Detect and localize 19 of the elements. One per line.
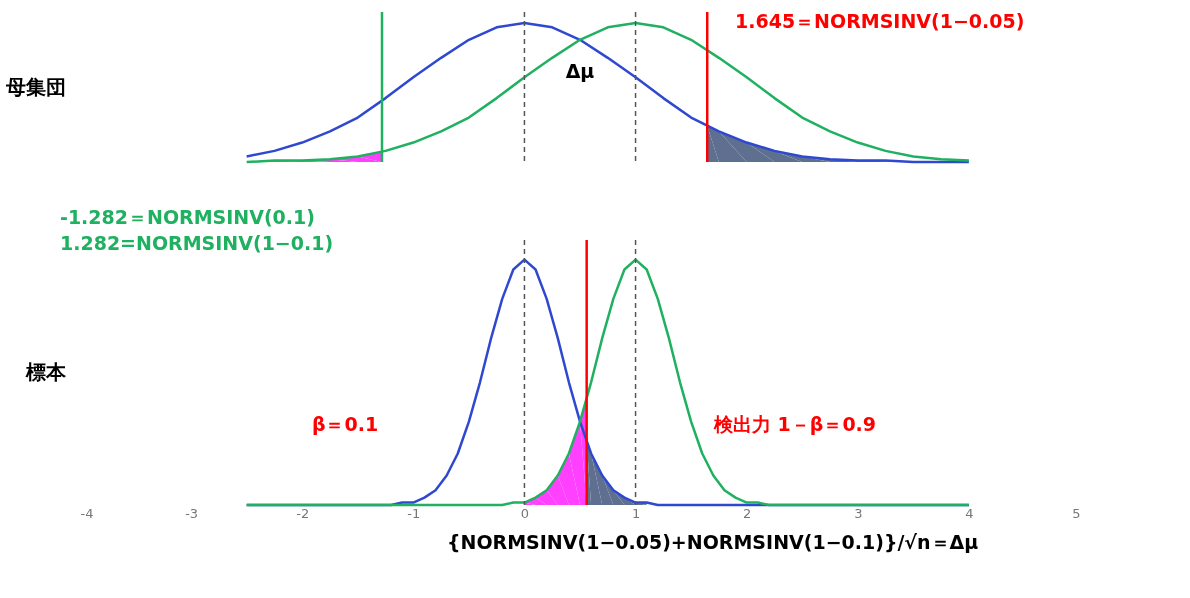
x-tick-label: 3 — [854, 505, 863, 521]
x-tick-label: -4 — [80, 505, 94, 521]
annotation: 1.645＝NORMSINV(1−0.05) — [735, 10, 1025, 32]
x-tick-label: 4 — [965, 505, 974, 521]
text: {NORMSINV(1−0.05)+NORMSINV(1−0.1)}/√n＝Δμ — [447, 531, 979, 553]
x-tick-label: 2 — [743, 505, 752, 521]
x-tick-label: -1 — [407, 505, 421, 521]
y-axis-title: 標本 — [24, 360, 67, 384]
y-axis-title: 母集団 — [4, 74, 66, 99]
x-tick-label: 5 — [1072, 505, 1081, 521]
x-tick-label: 1 — [631, 505, 641, 521]
text: -1.282＝NORMSINV(0.1) — [60, 206, 315, 228]
annotation: 検出力 1－β＝0.9 — [712, 413, 877, 435]
text: 1.282=NORMSINV(1−0.1) — [60, 232, 334, 254]
x-tick-label: 0 — [520, 505, 530, 521]
x-tick-label: -2 — [296, 505, 310, 521]
annotation: Δμ — [565, 60, 595, 82]
x-tick-label: -3 — [185, 505, 199, 521]
annotation: β＝0.1 — [311, 413, 379, 435]
